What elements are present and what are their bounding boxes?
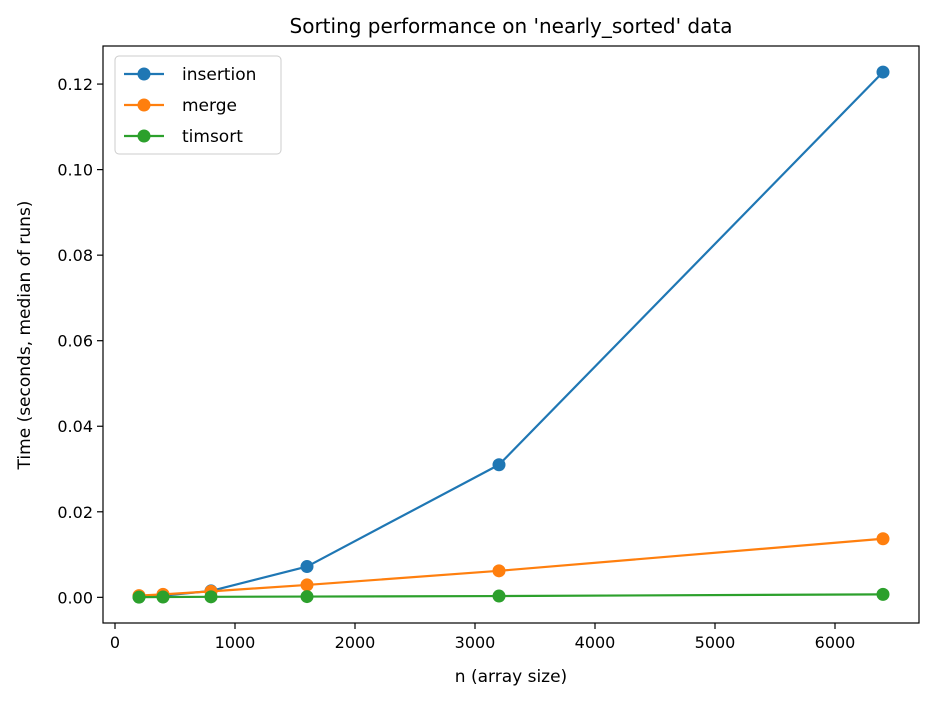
legend-label-insertion: insertion <box>182 65 256 85</box>
data-point-merge <box>300 578 314 592</box>
chart-title: Sorting performance on 'nearly_sorted' d… <box>290 14 733 38</box>
plot-frame <box>102 45 920 624</box>
x-tick-label: 5000 <box>695 633 736 652</box>
data-point-timsort <box>204 590 218 604</box>
data-point-merge <box>492 564 506 578</box>
data-point-merge <box>876 532 890 546</box>
legend: insertion merge timsort <box>114 55 282 155</box>
y-tick-label: 0.02 <box>57 503 93 522</box>
data-point-insertion <box>300 560 314 574</box>
data-point-insertion <box>492 458 506 472</box>
data-point-timsort <box>492 589 506 603</box>
x-tick-label: 0 <box>110 633 120 652</box>
y-tick-label: 0.06 <box>57 332 93 351</box>
data-point-timsort <box>132 590 146 604</box>
x-axis: 0 1000 2000 3000 4000 5000 6000 <box>110 623 855 652</box>
legend-marker-merge <box>137 98 151 112</box>
x-tick-label: 3000 <box>455 633 496 652</box>
legend-marker-timsort <box>137 129 151 143</box>
y-tick-label: 0.00 <box>57 588 93 607</box>
series-layer <box>132 65 890 604</box>
y-tick-label: 0.12 <box>57 75 93 94</box>
data-point-timsort <box>156 590 170 604</box>
y-axis-label: Time (seconds, median of runs) <box>15 201 35 471</box>
legend-label-timsort: timsort <box>182 127 243 147</box>
legend-label-merge: merge <box>182 96 237 116</box>
y-axis: 0.00 0.02 0.04 0.06 0.08 0.10 0.12 <box>57 75 103 607</box>
y-tick-label: 0.10 <box>57 161 93 180</box>
data-point-insertion <box>876 65 890 79</box>
x-tick-label: 6000 <box>815 633 856 652</box>
x-axis-label: n (array size) <box>455 667 567 687</box>
y-tick-label: 0.08 <box>57 246 93 265</box>
series-timsort <box>132 587 890 604</box>
data-point-timsort <box>876 587 890 601</box>
legend-marker-insertion <box>137 67 151 81</box>
x-tick-label: 2000 <box>335 633 376 652</box>
x-tick-label: 1000 <box>215 633 256 652</box>
data-point-timsort <box>300 590 314 604</box>
x-tick-label: 4000 <box>575 633 616 652</box>
y-tick-label: 0.04 <box>57 417 93 436</box>
legend-box <box>114 55 282 155</box>
